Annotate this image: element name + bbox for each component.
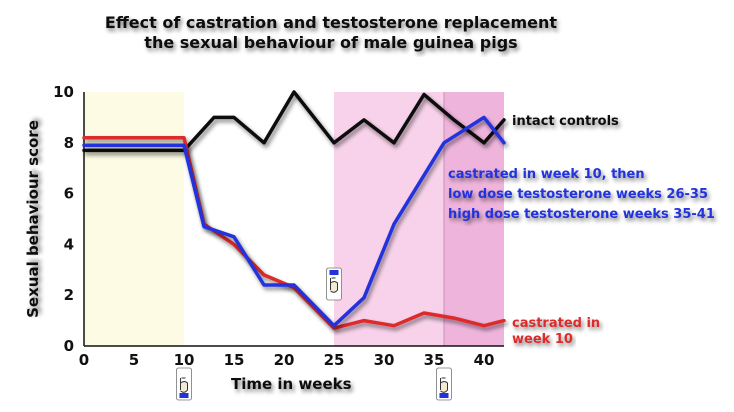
- y-axis-label: Sexual behaviour score: [24, 120, 42, 318]
- shaded-region-0: [84, 92, 184, 346]
- axes: 0 5 10 15 20 25 30 35 40 0 2 4 6 8 10: [53, 83, 504, 369]
- x-axis-label: Time in weeks: [231, 375, 352, 393]
- x-tick-label: 25: [324, 351, 345, 369]
- x-tick-label: 20: [274, 351, 295, 369]
- label-replacement-line1: castrated in week 10, then: [448, 167, 645, 182]
- shaded-region-1: [334, 92, 444, 346]
- y-tick-label: 10: [53, 83, 74, 101]
- label-replacement-line3: high dose testosterone weeks 35-41: [448, 207, 715, 222]
- pointing-hand-icon: [176, 367, 192, 401]
- y-tick-label: 8: [64, 134, 74, 152]
- x-tick-label: 35: [424, 351, 445, 369]
- chart-title-line1: Effect of castration and testosterone re…: [105, 13, 558, 32]
- markers: [176, 267, 452, 401]
- label-castrated-line2: week 10: [512, 332, 573, 347]
- series-lines: [82, 90, 506, 330]
- label-castrated-line1: castrated in: [512, 316, 600, 331]
- label-intact-controls: intact controls: [512, 114, 619, 129]
- series-line-2: [82, 115, 506, 328]
- chart-title-line2: the sexual behaviour of male guinea pigs: [144, 33, 517, 52]
- x-tick-label: 30: [374, 351, 395, 369]
- y-tick-label: 4: [64, 235, 74, 253]
- y-tick-label: 2: [64, 286, 74, 304]
- x-tick-label: 10: [174, 351, 195, 369]
- y-tick-label: 6: [64, 185, 74, 203]
- x-tick-label: 5: [129, 351, 139, 369]
- series-line-0: [82, 90, 506, 153]
- x-tick-label: 15: [224, 351, 245, 369]
- label-replacement-line2: low dose testosterone weeks 26-35: [448, 187, 708, 202]
- y-tick-label: 0: [64, 337, 74, 355]
- x-tick-label: 40: [474, 351, 495, 369]
- shaded-regions: [84, 92, 504, 346]
- x-tick-label: 0: [79, 351, 89, 369]
- pointing-hand-icon: [326, 267, 342, 301]
- pointing-hand-icon: [436, 367, 452, 401]
